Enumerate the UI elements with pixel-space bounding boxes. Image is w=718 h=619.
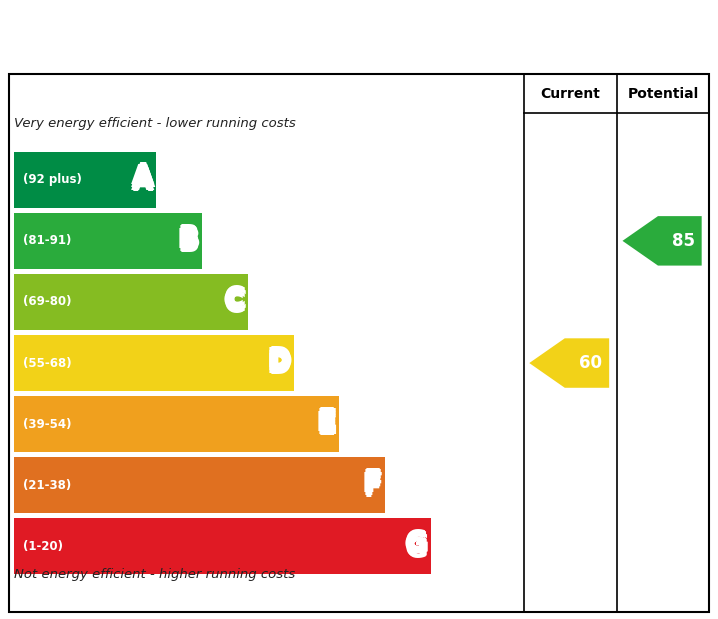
Bar bbox=[14, 396, 340, 452]
Text: F: F bbox=[365, 469, 383, 495]
Text: D: D bbox=[269, 354, 290, 380]
Text: A: A bbox=[133, 167, 153, 193]
Text: G: G bbox=[404, 534, 425, 560]
Text: A: A bbox=[134, 170, 154, 196]
Text: B: B bbox=[177, 231, 197, 257]
Text: D: D bbox=[270, 353, 292, 379]
Text: A: A bbox=[135, 167, 155, 193]
Polygon shape bbox=[623, 216, 701, 266]
Text: D: D bbox=[269, 350, 290, 376]
Text: E: E bbox=[316, 411, 334, 437]
Text: A: A bbox=[133, 162, 153, 188]
Text: C: C bbox=[223, 292, 243, 318]
Text: B: B bbox=[180, 225, 200, 251]
Text: (39-54): (39-54) bbox=[23, 418, 71, 431]
Text: C: C bbox=[226, 292, 246, 318]
Text: G: G bbox=[407, 530, 429, 556]
Text: Current: Current bbox=[541, 87, 600, 101]
Text: A: A bbox=[134, 163, 154, 189]
Text: G: G bbox=[406, 538, 427, 564]
Text: (92 plus): (92 plus) bbox=[23, 173, 82, 186]
Text: A: A bbox=[131, 163, 151, 189]
Text: E: E bbox=[318, 407, 336, 433]
Text: F: F bbox=[365, 472, 383, 498]
Text: F: F bbox=[361, 472, 380, 498]
Text: (1-20): (1-20) bbox=[23, 540, 62, 553]
Text: (21-38): (21-38) bbox=[23, 478, 71, 491]
Text: C: C bbox=[226, 286, 246, 312]
Bar bbox=[14, 274, 248, 330]
Text: G: G bbox=[406, 529, 427, 555]
Text: D: D bbox=[269, 346, 290, 372]
Text: C: C bbox=[225, 293, 244, 319]
Text: G: G bbox=[407, 537, 429, 563]
Text: E: E bbox=[320, 414, 337, 440]
Text: Very energy efficient - lower running costs: Very energy efficient - lower running co… bbox=[14, 117, 296, 130]
Bar bbox=[14, 518, 431, 574]
Text: Potential: Potential bbox=[628, 87, 699, 101]
Bar bbox=[14, 335, 294, 391]
Text: (81-91): (81-91) bbox=[23, 235, 71, 248]
Text: 60: 60 bbox=[579, 354, 602, 372]
Text: C: C bbox=[225, 289, 244, 315]
Text: C: C bbox=[223, 289, 242, 315]
Text: F: F bbox=[363, 468, 381, 494]
Polygon shape bbox=[529, 339, 609, 387]
Bar bbox=[14, 213, 202, 269]
Text: B: B bbox=[180, 231, 200, 257]
Text: F: F bbox=[363, 472, 381, 498]
Text: B: B bbox=[181, 228, 201, 254]
Text: E: E bbox=[317, 414, 335, 440]
Text: E: E bbox=[318, 411, 336, 437]
Text: F: F bbox=[362, 475, 381, 501]
Text: E: E bbox=[320, 411, 338, 437]
Text: B: B bbox=[179, 232, 199, 258]
Bar bbox=[14, 457, 385, 513]
Text: (69-80): (69-80) bbox=[23, 295, 71, 308]
Text: D: D bbox=[267, 347, 289, 373]
Text: B: B bbox=[179, 228, 199, 254]
Text: F: F bbox=[363, 477, 381, 503]
Text: D: D bbox=[271, 350, 292, 376]
Text: F: F bbox=[362, 469, 381, 495]
Text: E: E bbox=[317, 408, 335, 434]
Text: (55-68): (55-68) bbox=[23, 357, 71, 370]
Text: C: C bbox=[225, 285, 244, 311]
Text: A: A bbox=[133, 171, 153, 197]
Text: D: D bbox=[270, 347, 292, 373]
Text: E: E bbox=[318, 415, 336, 441]
Text: F: F bbox=[365, 475, 383, 501]
Text: D: D bbox=[267, 353, 289, 379]
Text: C: C bbox=[227, 289, 246, 315]
Text: B: B bbox=[177, 225, 197, 251]
Text: D: D bbox=[266, 350, 288, 376]
Text: G: G bbox=[404, 530, 426, 556]
Text: B: B bbox=[179, 223, 199, 249]
Text: G: G bbox=[408, 534, 429, 560]
Text: A: A bbox=[131, 167, 151, 193]
Text: G: G bbox=[406, 534, 427, 560]
Text: 85: 85 bbox=[672, 232, 695, 250]
Text: E: E bbox=[320, 408, 337, 434]
Text: Not energy efficient - higher running costs: Not energy efficient - higher running co… bbox=[14, 568, 296, 581]
Text: Energy Efficiency Rating: Energy Efficiency Rating bbox=[18, 19, 478, 52]
Bar bbox=[14, 152, 157, 208]
Text: G: G bbox=[404, 537, 426, 563]
Text: C: C bbox=[223, 286, 243, 312]
Text: A: A bbox=[131, 170, 151, 196]
Text: B: B bbox=[177, 228, 197, 254]
